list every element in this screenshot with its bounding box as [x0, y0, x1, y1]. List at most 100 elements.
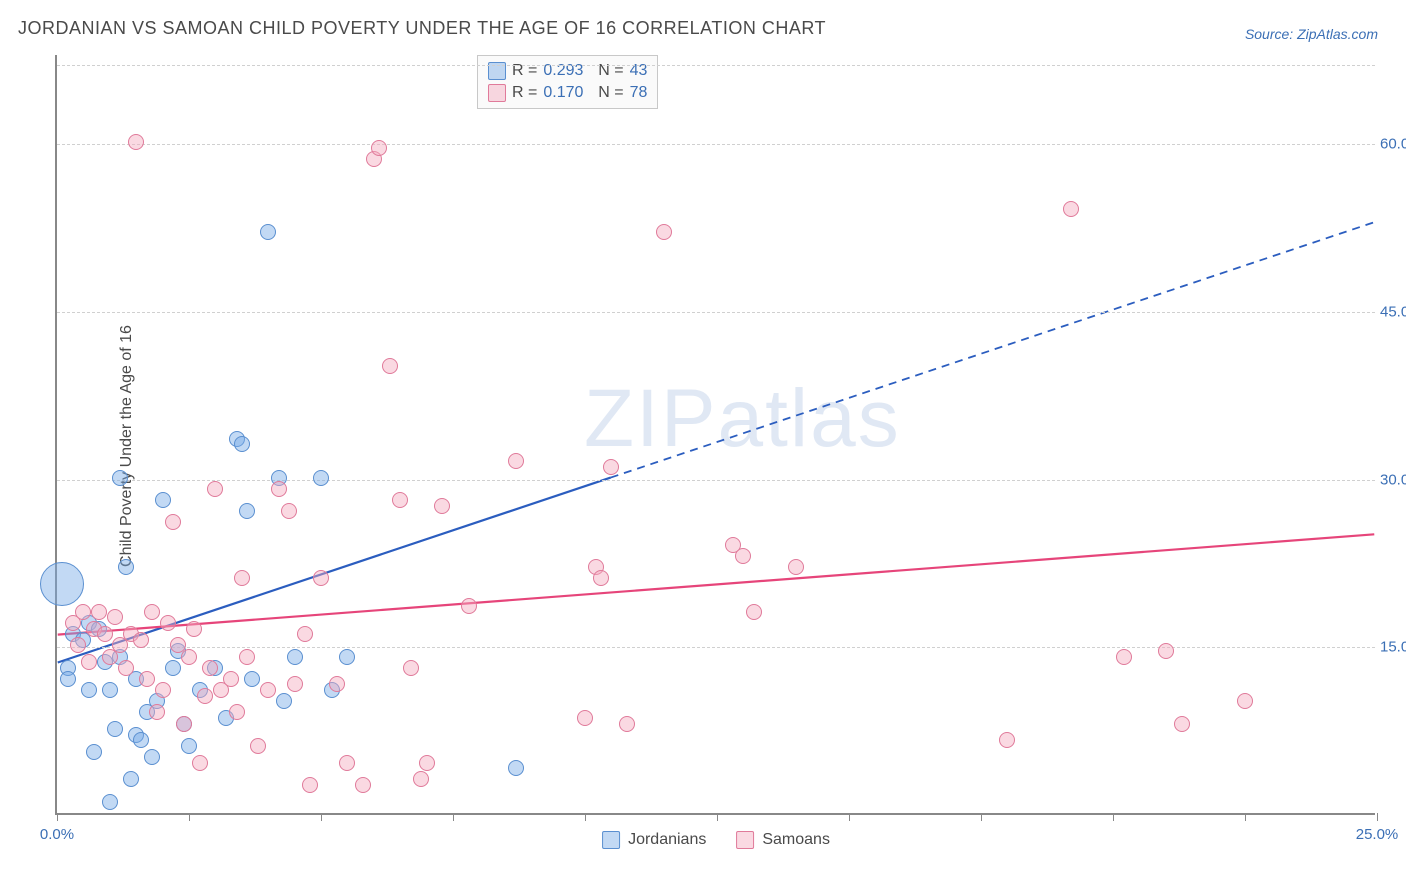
scatter-point — [118, 559, 134, 575]
x-tick — [57, 813, 58, 821]
y-tick-label: 60.0% — [1380, 136, 1406, 153]
scatter-point — [139, 671, 155, 687]
gridline-horizontal — [57, 480, 1375, 481]
scatter-point — [234, 570, 250, 586]
scatter-point — [244, 671, 260, 687]
scatter-point — [250, 738, 266, 754]
stat-r-value: 0.170 — [543, 84, 583, 102]
scatter-point — [86, 744, 102, 760]
scatter-point — [192, 755, 208, 771]
scatter-point — [1158, 643, 1174, 659]
scatter-point — [419, 755, 435, 771]
x-tick — [189, 813, 190, 821]
scatter-point — [165, 514, 181, 530]
plot-area: ZIPatlas R = 0.293 N = 43R = 0.170 N = 7… — [55, 55, 1375, 815]
x-tick — [1113, 813, 1114, 821]
y-tick-label: 45.0% — [1380, 304, 1406, 321]
scatter-point — [102, 794, 118, 810]
scatter-point — [91, 604, 107, 620]
scatter-point — [302, 777, 318, 793]
scatter-point — [434, 498, 450, 514]
scatter-point — [118, 660, 134, 676]
scatter-point — [619, 716, 635, 732]
scatter-point — [155, 492, 171, 508]
scatter-point — [155, 682, 171, 698]
scatter-point — [276, 693, 292, 709]
scatter-point — [97, 626, 113, 642]
stats-row: R = 0.170 N = 78 — [488, 82, 647, 104]
scatter-point — [40, 562, 84, 606]
scatter-point — [112, 470, 128, 486]
chart-title: JORDANIAN VS SAMOAN CHILD POVERTY UNDER … — [18, 18, 826, 39]
scatter-point — [656, 224, 672, 240]
chart-container: JORDANIAN VS SAMOAN CHILD POVERTY UNDER … — [0, 0, 1406, 892]
scatter-point — [229, 704, 245, 720]
scatter-point — [1237, 693, 1253, 709]
scatter-point — [70, 637, 86, 653]
gridline-horizontal — [57, 312, 1375, 313]
scatter-point — [144, 604, 160, 620]
legend-label: Samoans — [762, 831, 830, 849]
scatter-point — [329, 676, 345, 692]
scatter-point — [181, 649, 197, 665]
scatter-point — [75, 604, 91, 620]
legend-item: Samoans — [736, 831, 830, 849]
scatter-point — [339, 755, 355, 771]
scatter-point — [149, 704, 165, 720]
scatter-point — [508, 760, 524, 776]
scatter-point — [297, 626, 313, 642]
scatter-point — [287, 649, 303, 665]
legend-swatch — [488, 84, 506, 102]
scatter-point — [133, 632, 149, 648]
scatter-point — [239, 649, 255, 665]
x-tick — [1245, 813, 1246, 821]
x-tick — [585, 813, 586, 821]
x-tick — [717, 813, 718, 821]
scatter-point — [234, 436, 250, 452]
scatter-point — [133, 732, 149, 748]
scatter-point — [413, 771, 429, 787]
scatter-point — [271, 481, 287, 497]
trend-line-solid — [58, 534, 1375, 634]
y-tick-label: 15.0% — [1380, 639, 1406, 656]
scatter-point — [107, 721, 123, 737]
scatter-point — [281, 503, 297, 519]
x-tick — [981, 813, 982, 821]
scatter-point — [313, 570, 329, 586]
x-tick — [849, 813, 850, 821]
legend-swatch — [736, 831, 754, 849]
gridline-horizontal — [57, 144, 1375, 145]
scatter-point — [577, 710, 593, 726]
scatter-point — [313, 470, 329, 486]
scatter-point — [355, 777, 371, 793]
x-tick — [453, 813, 454, 821]
scatter-point — [287, 676, 303, 692]
scatter-point — [144, 749, 160, 765]
scatter-point — [1063, 201, 1079, 217]
scatter-point — [508, 453, 524, 469]
scatter-point — [260, 682, 276, 698]
scatter-point — [735, 548, 751, 564]
scatter-point — [186, 621, 202, 637]
scatter-point — [239, 503, 255, 519]
scatter-point — [165, 660, 181, 676]
scatter-point — [788, 559, 804, 575]
x-tick-label: 0.0% — [40, 826, 74, 843]
scatter-point — [371, 140, 387, 156]
stat-label: R = — [512, 84, 537, 102]
scatter-point — [81, 654, 97, 670]
source-link[interactable]: Source: ZipAtlas.com — [1245, 26, 1378, 42]
x-tick — [1377, 813, 1378, 821]
legend-swatch — [602, 831, 620, 849]
scatter-point — [202, 660, 218, 676]
scatter-point — [181, 738, 197, 754]
scatter-point — [128, 134, 144, 150]
scatter-point — [123, 771, 139, 787]
x-tick-label: 25.0% — [1356, 826, 1399, 843]
scatter-point — [999, 732, 1015, 748]
scatter-point — [382, 358, 398, 374]
scatter-point — [102, 682, 118, 698]
scatter-point — [339, 649, 355, 665]
scatter-point — [197, 688, 213, 704]
scatter-point — [1116, 649, 1132, 665]
